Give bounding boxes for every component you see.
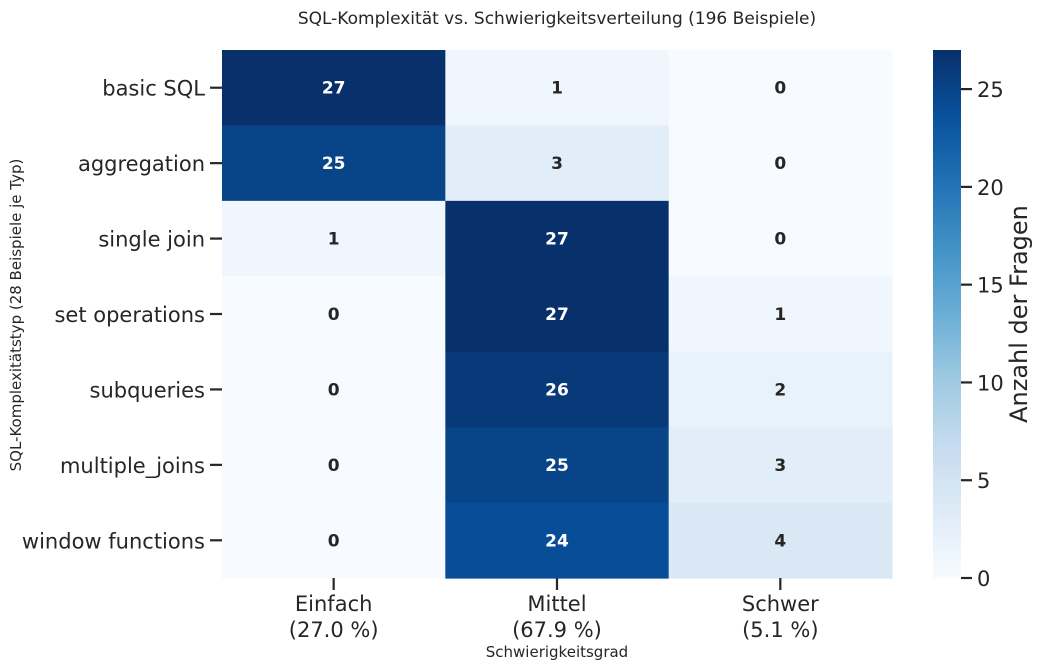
cell-value-label: 24: [545, 531, 569, 551]
x-tick-label: Einfach: [295, 592, 373, 616]
heatmap-cell: [445, 502, 670, 579]
heatmap-cell: [668, 125, 893, 202]
y-tick-label: set operations: [54, 303, 205, 327]
colorbar-tick-label: 20: [977, 176, 1004, 200]
cell-value-label: 0: [774, 154, 786, 174]
cell-value-labels: 27 1 0 25 3 0 1 27 0 0 27 1 0 26 2 0 25 3 0 24 4: [322, 79, 787, 552]
cell-value-label: 0: [328, 456, 340, 476]
heatmap-cell: [445, 200, 670, 277]
heatmap-cell: [445, 125, 670, 202]
x-axis-ticks: Einfach(27.0 %) Mittel(67.9 %) Schwer(5.1 …: [289, 578, 819, 642]
cell-value-label: 25: [322, 154, 346, 174]
x-tick-percentage: (5.1 %): [742, 618, 818, 642]
colorbar-label: Anzahl der Fragen: [1005, 205, 1033, 423]
heatmap-cells: [222, 50, 893, 579]
heatmap-cell: [222, 276, 446, 353]
y-tick-label: subqueries: [90, 378, 205, 402]
cell-value-label: 0: [328, 531, 340, 551]
colorbar-tick-label: 0: [977, 567, 990, 591]
colorbar: [933, 50, 961, 578]
heatmap-cell: [222, 125, 446, 202]
y-tick-label: aggregation: [78, 152, 205, 176]
heatmap-cell: [445, 427, 670, 504]
cell-value-label: 2: [774, 380, 786, 400]
y-tick-label: single join: [98, 228, 205, 252]
colorbar-tick-label: 10: [977, 371, 1004, 395]
cell-value-label: 27: [322, 79, 346, 99]
heatmap-cell: [222, 427, 446, 504]
heatmap-cell: [668, 200, 893, 277]
chart-title: SQL-Komplexität vs. Schwierigkeitsvertei…: [298, 9, 816, 29]
heatmap-cell: [445, 50, 670, 127]
colorbar-tick-label: 25: [977, 78, 1004, 102]
cell-value-label: 1: [774, 305, 786, 325]
cell-value-label: 3: [551, 154, 563, 174]
cell-value-label: 27: [545, 305, 569, 325]
heatmap-cell: [222, 200, 446, 277]
heatmap-cell: [445, 351, 670, 428]
y-axis-ticks: basic SQL aggregation single join set opera…: [22, 77, 222, 553]
cell-value-label: 0: [328, 380, 340, 400]
cell-value-label: 3: [774, 456, 786, 476]
colorbar-tick-label: 15: [977, 274, 1004, 298]
cell-value-label: 1: [328, 230, 340, 250]
x-tick-label: Schwer: [742, 592, 819, 616]
heatmap-cell: [445, 276, 670, 353]
heatmap-cell: [668, 276, 893, 353]
cell-value-label: 25: [545, 456, 569, 476]
cell-value-label: 0: [774, 230, 786, 250]
x-axis-label: Schwierigkeitsgrad: [486, 643, 628, 661]
heatmap-cell: [222, 351, 446, 428]
heatmap-cell: [222, 50, 446, 127]
cell-value-label: 26: [545, 380, 569, 400]
y-tick-label: basic SQL: [102, 77, 205, 101]
cell-value-label: 0: [328, 305, 340, 325]
cell-value-label: 4: [774, 531, 786, 551]
cell-value-label: 0: [774, 79, 786, 99]
heatmap-cell: [668, 351, 893, 428]
x-tick-label: Mittel: [527, 592, 586, 616]
colorbar-tick-label: 5: [977, 469, 990, 493]
heatmap-cell: [668, 502, 893, 579]
x-tick-percentage: (27.0 %): [289, 618, 379, 642]
x-tick-percentage: (67.9 %): [512, 618, 602, 642]
heatmap-cell: [668, 427, 893, 504]
heatmap-cell: [222, 502, 446, 579]
y-axis-label: SQL-Komplexitätstyp (28 Beispiele je Typ…: [7, 159, 25, 472]
cell-value-label: 27: [545, 230, 569, 250]
heatmap-cell: [668, 50, 893, 127]
colorbar-ticks: 0 5 10 15 20 25: [961, 78, 1004, 591]
cell-value-label: 1: [551, 79, 563, 99]
y-tick-label: window functions: [22, 529, 205, 553]
y-tick-label: multiple_joins: [60, 454, 205, 479]
